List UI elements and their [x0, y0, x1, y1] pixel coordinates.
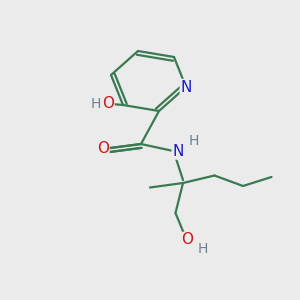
- Text: N: N: [172, 144, 184, 159]
- Text: N: N: [180, 80, 192, 94]
- Text: O: O: [182, 232, 194, 247]
- Text: O: O: [97, 141, 109, 156]
- Text: H: H: [188, 134, 199, 148]
- Text: H: H: [91, 97, 101, 110]
- Text: H: H: [197, 242, 208, 256]
- Text: O: O: [102, 96, 114, 111]
